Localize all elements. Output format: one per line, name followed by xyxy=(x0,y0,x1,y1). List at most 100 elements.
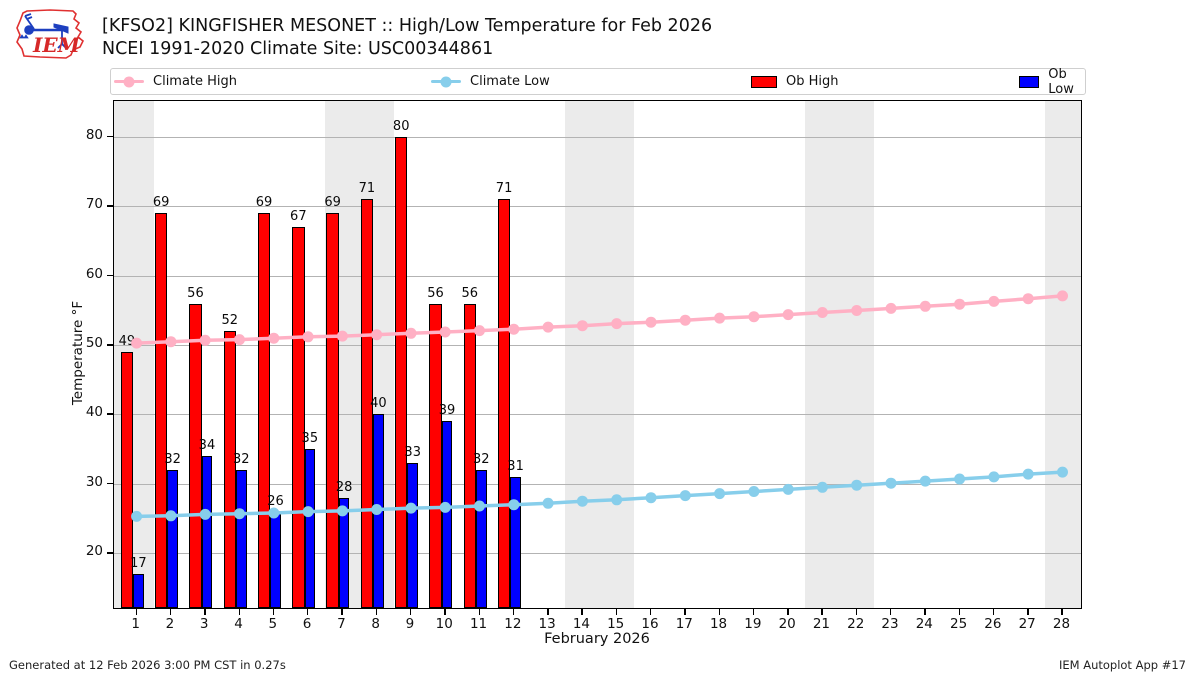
ob-low-bar xyxy=(510,476,521,608)
ob-low-bar-value: 40 xyxy=(370,396,387,412)
climate-high-line-marker xyxy=(782,309,794,321)
climate-high-line-marker xyxy=(885,302,897,314)
x-tick-label: 24 xyxy=(915,616,933,632)
x-tick xyxy=(649,609,652,615)
x-tick xyxy=(958,609,960,615)
x-tick-label: 19 xyxy=(744,616,762,632)
climate-high-line-marker xyxy=(611,318,623,330)
climate-high-line-marker xyxy=(371,329,383,341)
x-tick xyxy=(135,609,138,615)
climate-high-line-marker xyxy=(199,334,211,346)
climate-low-line-marker xyxy=(816,481,828,493)
ob-low-bar xyxy=(476,469,487,608)
ob-low-bar xyxy=(133,574,144,608)
x-tick xyxy=(478,609,480,615)
legend-item-climate-high: Climate High xyxy=(114,69,237,94)
ob-high-bar xyxy=(429,303,442,608)
x-tick xyxy=(615,609,618,615)
climate-high-line-marker xyxy=(919,300,931,312)
ob-low-bar-value: 31 xyxy=(507,458,524,474)
gridline xyxy=(114,483,1081,485)
legend-label: Ob High xyxy=(786,74,839,89)
climate-lines xyxy=(131,290,1068,522)
legend-item-ob-low: Ob Low xyxy=(1019,66,1085,97)
climate-high-line-marker xyxy=(542,321,554,333)
y-tick xyxy=(107,344,113,346)
y-tick xyxy=(107,413,113,415)
y-tick-label: 70 xyxy=(85,196,103,213)
x-tick xyxy=(924,609,926,615)
x-tick-label: 15 xyxy=(607,616,625,632)
climate-low-line-marker xyxy=(439,501,451,513)
x-tick xyxy=(512,609,515,615)
y-tick-label: 30 xyxy=(85,473,103,490)
ob-high-bar-value: 49 xyxy=(118,334,136,350)
climate-high-line-marker xyxy=(1057,290,1068,302)
ob-high-bar-value: 56 xyxy=(461,285,479,301)
y-tick xyxy=(107,205,113,207)
y-tick-label: 50 xyxy=(85,335,103,352)
ob-low-bar xyxy=(441,421,453,608)
y-tick xyxy=(107,274,113,277)
x-tick-label: 14 xyxy=(572,616,590,632)
x-tick-label: 11 xyxy=(469,616,488,632)
ob-high-bar xyxy=(257,213,271,608)
climate-high-line-marker xyxy=(302,331,314,343)
y-tick xyxy=(107,552,113,554)
climate-low-line-marker xyxy=(199,508,211,520)
x-tick-label: 9 xyxy=(405,616,415,632)
x-tick xyxy=(787,609,789,615)
climate-high-line-marker xyxy=(1022,293,1034,305)
ob-high-bar-value: 56 xyxy=(187,285,204,301)
climate-high-line-marker xyxy=(131,337,143,349)
legend-rect-swatch-icon xyxy=(1019,75,1040,88)
legend-item-climate-low: Climate Low xyxy=(431,69,550,94)
x-tick-label: 25 xyxy=(950,616,968,632)
ob-low-bar xyxy=(201,456,213,608)
ob-low-bar-value: 33 xyxy=(404,445,421,461)
ob-high-bar-value: 71 xyxy=(495,181,513,197)
ob-low-bar xyxy=(338,497,350,608)
ob-high-bar xyxy=(223,331,236,608)
x-tick-label: 8 xyxy=(371,616,380,632)
x-tick-label: 12 xyxy=(504,616,522,632)
x-tick-label: 21 xyxy=(812,616,831,632)
gridline xyxy=(114,275,1081,277)
climate-low-line-marker xyxy=(679,490,691,502)
ob-low-bar xyxy=(304,449,316,608)
climate-low-line-marker xyxy=(1022,468,1034,480)
x-tick xyxy=(1061,609,1063,615)
climate-low-line-marker xyxy=(954,473,966,485)
climate-high-line xyxy=(134,294,1065,345)
x-tick xyxy=(444,609,446,615)
climate-high-line-marker xyxy=(679,314,691,326)
legend-rect-swatch-icon xyxy=(751,75,777,88)
climate-low-line-marker xyxy=(576,495,588,507)
climate-high-line-marker xyxy=(268,332,280,344)
y-tick xyxy=(107,136,113,138)
climate-high-line-marker xyxy=(474,325,485,337)
plot-area: 49 17 69 32 56 34 52 32 69 26 67 35 69 28 71 40 80 33 56 39… xyxy=(113,100,1082,609)
climate-high-line-marker xyxy=(645,316,657,328)
chart-legend: Climate High Climate Low Ob High Ob Low xyxy=(110,66,1086,97)
climate-high-line-marker xyxy=(165,336,177,348)
legend-label: Ob Low xyxy=(1048,66,1074,97)
climate-low-line-marker xyxy=(336,505,348,517)
gridline xyxy=(114,206,1081,208)
x-axis-label: February 2026 xyxy=(544,631,650,647)
climate-low-line-marker xyxy=(234,508,245,520)
climate-high-line-marker xyxy=(816,307,828,318)
y-tick-label: 80 xyxy=(85,127,103,144)
y-tick xyxy=(107,482,113,485)
gridline xyxy=(114,414,1081,416)
x-tick-label: 17 xyxy=(675,616,693,632)
page-subtitle: NCEI 1991-2020 Climate Site: USC00344861 xyxy=(102,39,494,59)
climate-high-line-marker xyxy=(851,305,863,316)
climate-high-line-marker xyxy=(988,295,1000,307)
ob-high-bar xyxy=(360,199,374,608)
x-tick-label: 4 xyxy=(234,616,243,632)
x-tick-label: 20 xyxy=(778,616,796,632)
climate-high-line-marker xyxy=(336,330,348,342)
x-tick xyxy=(375,609,378,615)
x-tick xyxy=(238,609,240,615)
